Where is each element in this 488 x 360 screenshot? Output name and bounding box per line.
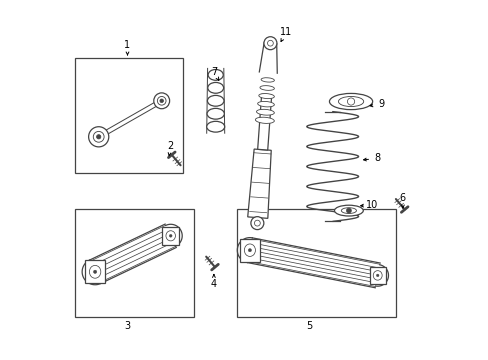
Polygon shape <box>257 94 271 150</box>
Text: 4: 4 <box>210 279 217 289</box>
Ellipse shape <box>89 265 101 278</box>
Circle shape <box>157 96 166 105</box>
Text: 1: 1 <box>124 40 130 50</box>
FancyBboxPatch shape <box>75 58 183 173</box>
Circle shape <box>254 220 260 226</box>
Circle shape <box>267 40 273 46</box>
Ellipse shape <box>206 108 224 119</box>
Text: 2: 2 <box>167 141 173 151</box>
Text: 9: 9 <box>377 99 384 109</box>
Ellipse shape <box>372 271 382 280</box>
Ellipse shape <box>165 231 175 241</box>
Polygon shape <box>84 260 105 283</box>
Text: 3: 3 <box>124 321 130 331</box>
Ellipse shape <box>207 95 224 106</box>
Ellipse shape <box>207 82 223 93</box>
Text: 10: 10 <box>366 200 378 210</box>
Circle shape <box>96 135 101 139</box>
Circle shape <box>346 208 351 213</box>
Ellipse shape <box>257 102 274 107</box>
Ellipse shape <box>334 205 363 216</box>
Circle shape <box>160 99 163 103</box>
Ellipse shape <box>329 93 372 109</box>
Text: 8: 8 <box>374 153 380 163</box>
Ellipse shape <box>255 117 274 123</box>
Circle shape <box>93 270 97 274</box>
Polygon shape <box>247 149 271 219</box>
Text: 11: 11 <box>279 27 291 37</box>
Ellipse shape <box>341 208 356 213</box>
FancyBboxPatch shape <box>237 209 395 317</box>
Circle shape <box>169 234 172 237</box>
Circle shape <box>153 93 169 109</box>
Polygon shape <box>369 267 385 284</box>
Circle shape <box>248 249 251 252</box>
Polygon shape <box>239 239 260 261</box>
Ellipse shape <box>244 244 255 256</box>
Ellipse shape <box>260 86 274 90</box>
Ellipse shape <box>256 109 274 115</box>
FancyBboxPatch shape <box>75 209 194 317</box>
Ellipse shape <box>206 121 224 132</box>
Circle shape <box>376 274 378 277</box>
Circle shape <box>347 98 354 105</box>
Circle shape <box>93 131 104 142</box>
Polygon shape <box>162 226 179 245</box>
Text: 5: 5 <box>305 321 312 331</box>
Circle shape <box>250 217 264 230</box>
Text: 7: 7 <box>210 67 217 77</box>
Ellipse shape <box>261 78 274 82</box>
Ellipse shape <box>208 69 223 80</box>
Ellipse shape <box>258 94 274 99</box>
Text: 6: 6 <box>399 193 405 203</box>
Circle shape <box>88 127 108 147</box>
Circle shape <box>264 37 276 50</box>
Ellipse shape <box>338 96 363 107</box>
